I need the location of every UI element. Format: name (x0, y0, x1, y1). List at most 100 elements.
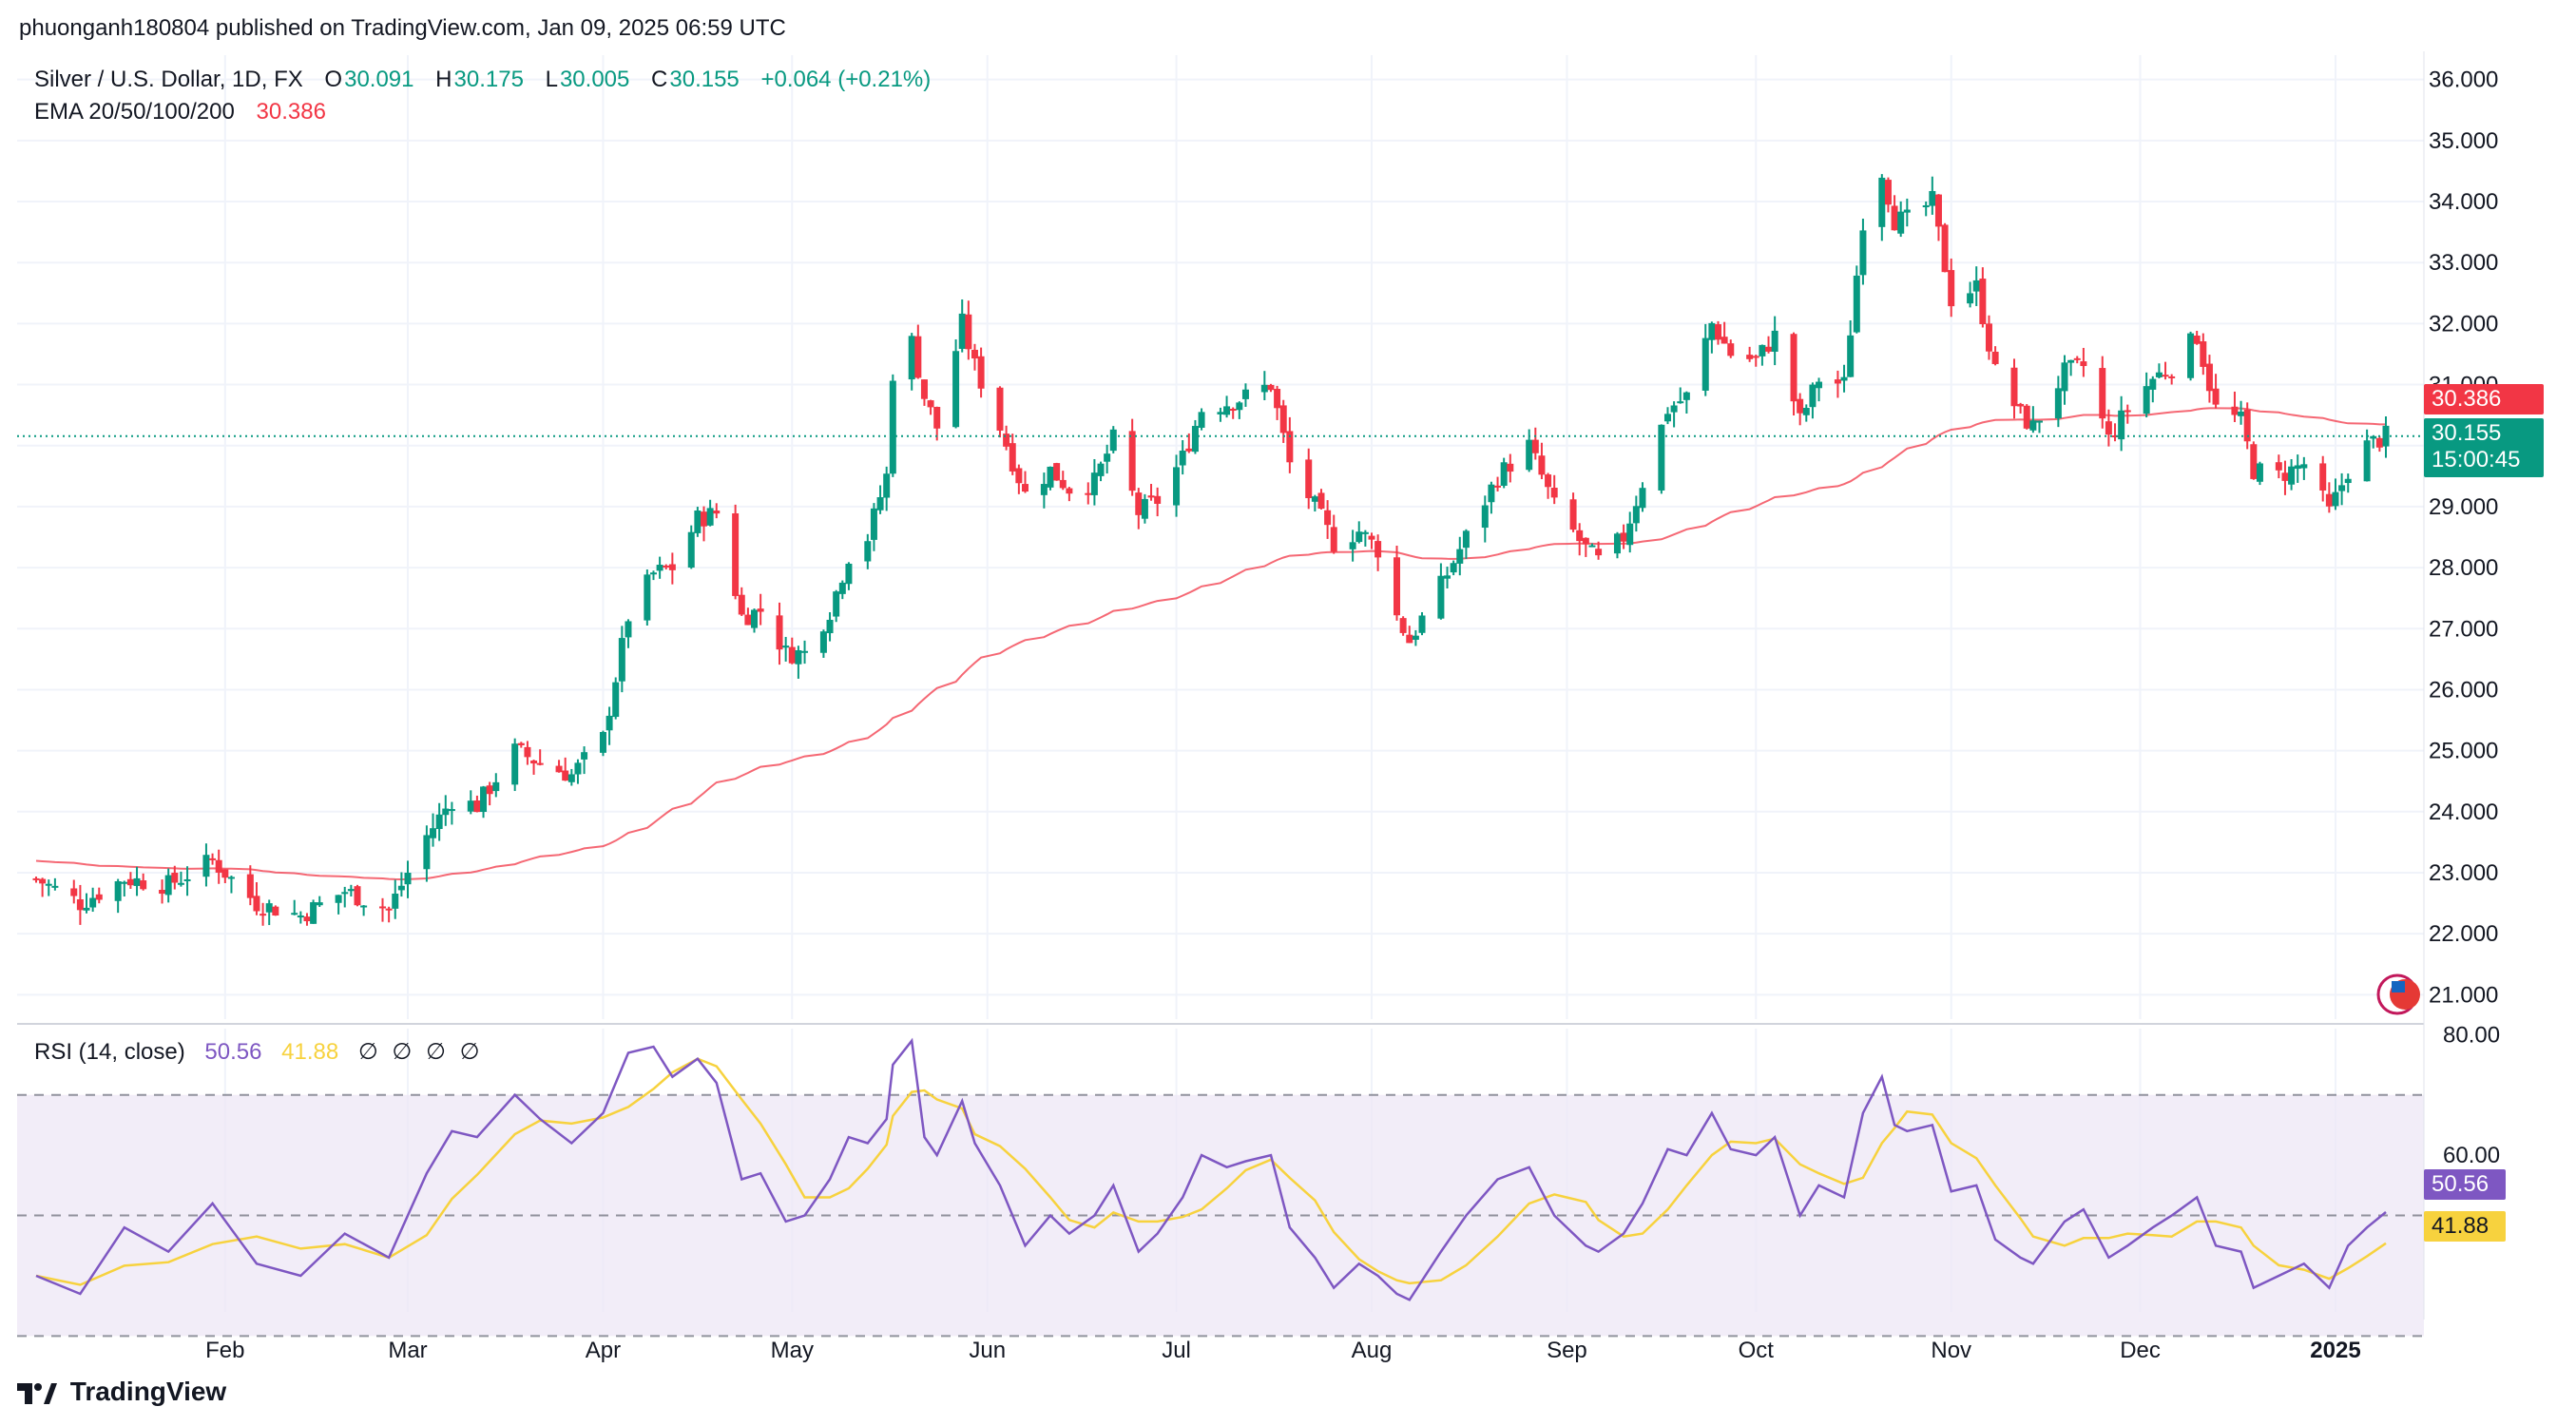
candle-body (1595, 549, 1603, 556)
candle-body (1816, 381, 1823, 389)
candle-body (1090, 472, 1098, 495)
candle-body (1620, 532, 1627, 542)
candle-body (530, 761, 538, 764)
candle-body (486, 785, 493, 795)
candle-body (1406, 634, 1413, 644)
candle-body (517, 742, 525, 745)
us-flag-icon[interactable] (2376, 973, 2420, 1015)
candles (32, 174, 2390, 926)
candle-body (1418, 615, 1426, 633)
candle-body (1802, 408, 1810, 415)
candle-body (2319, 463, 2327, 491)
tradingview-brand[interactable]: TradingView (17, 1377, 226, 1407)
candle-body (1462, 530, 1470, 549)
candle-body (1632, 506, 1640, 524)
price-tick-label: 36.000 (2429, 67, 2498, 93)
candle-body (1394, 557, 1401, 616)
candle-body (1991, 351, 1999, 364)
ema-legend[interactable]: EMA 20/50/100/200 30.386 (34, 99, 328, 125)
rsi-axis[interactable]: 80.00 60.00 (2443, 1022, 2500, 1168)
candle-body (1217, 412, 1224, 414)
candle-body (1613, 533, 1621, 554)
candle-body (574, 762, 582, 775)
candle-body (1198, 412, 1205, 428)
rsi-line (35, 1037, 2387, 1301)
candle-body (2080, 361, 2087, 367)
candle-body (1500, 462, 1508, 486)
candle-body (644, 574, 651, 621)
candle-body (1141, 498, 1148, 519)
candle-body (1576, 530, 1584, 542)
rsi-legend[interactable]: RSI (14, close) 50.56 41.88 ∅ ∅ ∅ ∅ (34, 1038, 486, 1066)
candle-body (291, 913, 298, 915)
candle-body (76, 898, 84, 911)
candle-body (1260, 384, 1268, 393)
candle-body (914, 336, 922, 378)
candle-body (246, 874, 254, 898)
candle-body (335, 895, 342, 903)
candle-body (2325, 493, 2333, 507)
candle-body (1135, 492, 1143, 515)
candle-body (606, 715, 613, 731)
candle-body (933, 407, 941, 429)
last-price-badge: 30.155 15:00:45 (2424, 418, 2544, 477)
candle-body (1903, 209, 1911, 213)
candle-body (360, 905, 368, 908)
candle-body (663, 565, 670, 568)
candle-body (845, 563, 853, 585)
rsi-ma-line (35, 1057, 2387, 1286)
candle-body (971, 349, 978, 359)
publisher-line: phuonganh180804 published on TradingView… (19, 15, 786, 41)
candle-body (183, 878, 191, 881)
candle-body (1097, 463, 1105, 476)
candle-body (1267, 384, 1275, 391)
candle-body (524, 746, 531, 758)
candle-body (1797, 398, 1804, 414)
candle-body (2275, 462, 2282, 471)
low-label: L (545, 67, 558, 92)
candle-body (1746, 355, 1754, 359)
candle-body (1494, 485, 1502, 488)
candle-body (1771, 330, 1778, 352)
candle-body (121, 881, 128, 884)
candle-body (1009, 443, 1016, 472)
candle-body (209, 858, 217, 860)
candle-body (1191, 426, 1199, 453)
candle-body (700, 511, 707, 527)
ema-price-badge: 30.386 (2424, 384, 2544, 414)
time-axis[interactable]: Feb Mar Apr May Jun Jul Aug Sep Oct Nov Dec 2025 (205, 1338, 2361, 1363)
candle-body (782, 646, 790, 648)
candle-body (430, 828, 437, 838)
candle-body (1582, 537, 1589, 545)
tradingview-wordmark: TradingView (69, 1377, 227, 1406)
candle-body (1967, 293, 1974, 304)
candle-body (2212, 388, 2220, 405)
price-tick-label: 29.000 (2429, 494, 2498, 520)
time-tick-label: 2025 (2310, 1338, 2360, 1363)
candle-body (1399, 618, 1407, 633)
symbol-legend[interactable]: Silver / U.S. Dollar, 1D, FX O30.091 H30… (34, 67, 932, 93)
candle-body (668, 564, 676, 570)
candle-body (732, 512, 740, 596)
time-tick-label: Dec (2120, 1338, 2161, 1363)
candle-body (1305, 459, 1313, 499)
candle-body (1934, 194, 1942, 227)
price-tick-label: 34.000 (2429, 189, 2498, 215)
candle-body (744, 614, 752, 626)
candle-body (1715, 324, 1722, 340)
candle-body (581, 752, 588, 760)
price-tick-label: 27.000 (2429, 616, 2498, 642)
rsi-tick-label: 80.00 (2443, 1022, 2500, 1048)
candle-body (1128, 431, 1136, 491)
candle-body (1979, 279, 1987, 325)
candle-body (826, 619, 834, 634)
candle-body (2054, 388, 2062, 419)
price-axis[interactable]: 36.00035.00034.00033.00032.00031.00030.0… (2429, 67, 2498, 1009)
high-label: H (435, 67, 452, 92)
rsi-badge: 50.56 (2424, 1169, 2506, 1200)
candle-body (1985, 323, 1992, 352)
time-tick-label: Mar (388, 1338, 427, 1363)
ema-label: EMA 20/50/100/200 (34, 99, 235, 125)
candle-body (1682, 392, 1690, 400)
